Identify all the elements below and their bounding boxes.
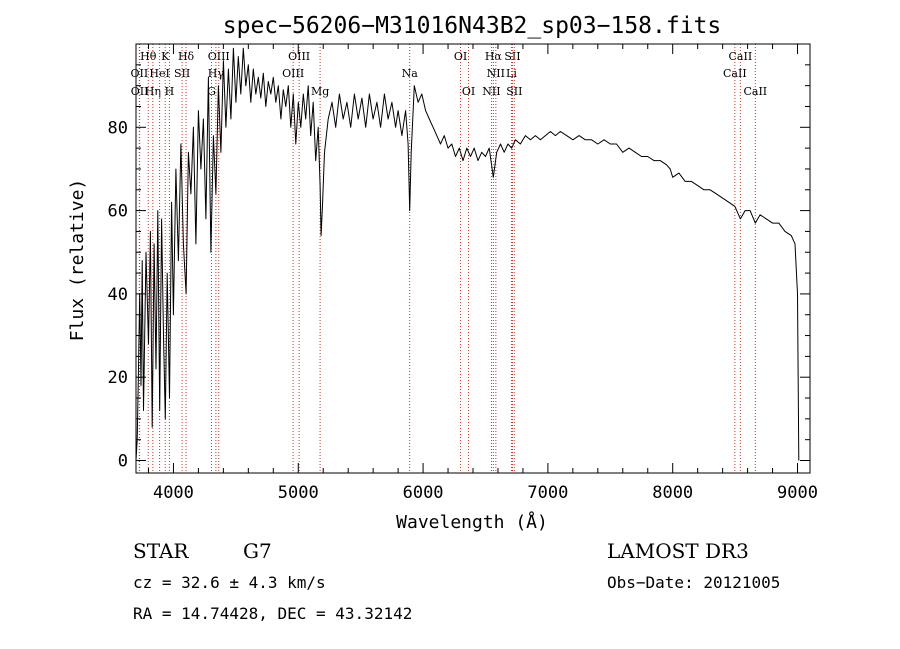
object-class: STAR [133, 539, 189, 563]
redshift-value: cz = 32.6 ± 4.3 km/s [133, 573, 326, 592]
coordinates: RA = 14.74428, DEC = 43.32142 [133, 604, 412, 623]
observation-date: Obs−Date: 20121005 [607, 573, 780, 592]
series-line-0 [135, 47, 800, 461]
x-tick-label-1: 5000 [278, 483, 319, 503]
chart-title: spec−56206−M31016N43B2_sp03−158.fits [223, 13, 722, 39]
line-label-13: OIII [288, 50, 310, 63]
plot-frame [135, 43, 811, 474]
series-layer [135, 47, 800, 461]
x-tick-label-2: 6000 [403, 483, 444, 503]
y-axis-label: Flux (relative) [67, 179, 88, 342]
line-label-19: NII [487, 67, 505, 80]
line-label-21: SII [504, 50, 520, 63]
x-axis-label: Wavelength (Å) [396, 511, 548, 533]
line-label-10: Hγ [208, 67, 225, 80]
line-label-5: K [161, 50, 170, 63]
x-tick-label-0: 4000 [153, 483, 194, 503]
x-tick-label-3: 7000 [527, 483, 568, 503]
line-label-0: Hθ [140, 50, 157, 63]
y-tick-label-0: 0 [118, 452, 128, 472]
line-label-24: CaII [729, 50, 753, 63]
line-label-12: OIII [282, 67, 304, 80]
line-label-15: Na [402, 67, 419, 80]
y-tick-label-4: 80 [108, 118, 128, 138]
y-tick-label-2: 40 [108, 285, 128, 305]
axes-layer: 4000 5000 6000 7000 8000 9000 0 20 40 60 80 [108, 43, 818, 503]
y-tick-label-3: 60 [108, 202, 128, 222]
line-label-23: SII [506, 85, 522, 98]
line-label-17: OI [462, 85, 475, 98]
line-label-22: Li [506, 67, 517, 80]
line-label-9: OIII [208, 50, 230, 63]
line-label-20: NII [482, 85, 500, 98]
line-label-16: OI [454, 50, 467, 63]
y-tick-label-1: 20 [108, 368, 128, 388]
line-label-25: CaII [723, 67, 747, 80]
line-label-2: OII [131, 85, 149, 98]
line-label-3: Hη [145, 85, 161, 98]
object-subclass: G7 [243, 539, 272, 563]
line-label-26: CaII [743, 85, 767, 98]
line-label-11: G [207, 85, 216, 98]
line-label-1: OII [131, 67, 149, 80]
line-label-7: SII [174, 67, 190, 80]
x-tick-label-5: 9000 [777, 483, 818, 503]
line-label-18: Hα [485, 50, 503, 63]
line-label-4: HeI [149, 67, 169, 80]
line-label-14: Mg [311, 85, 329, 98]
survey-name: LAMOST DR3 [607, 539, 749, 563]
line-label-6: H [165, 85, 175, 98]
x-tick-label-4: 8000 [652, 483, 693, 503]
line-label-8: Hδ [178, 50, 195, 63]
